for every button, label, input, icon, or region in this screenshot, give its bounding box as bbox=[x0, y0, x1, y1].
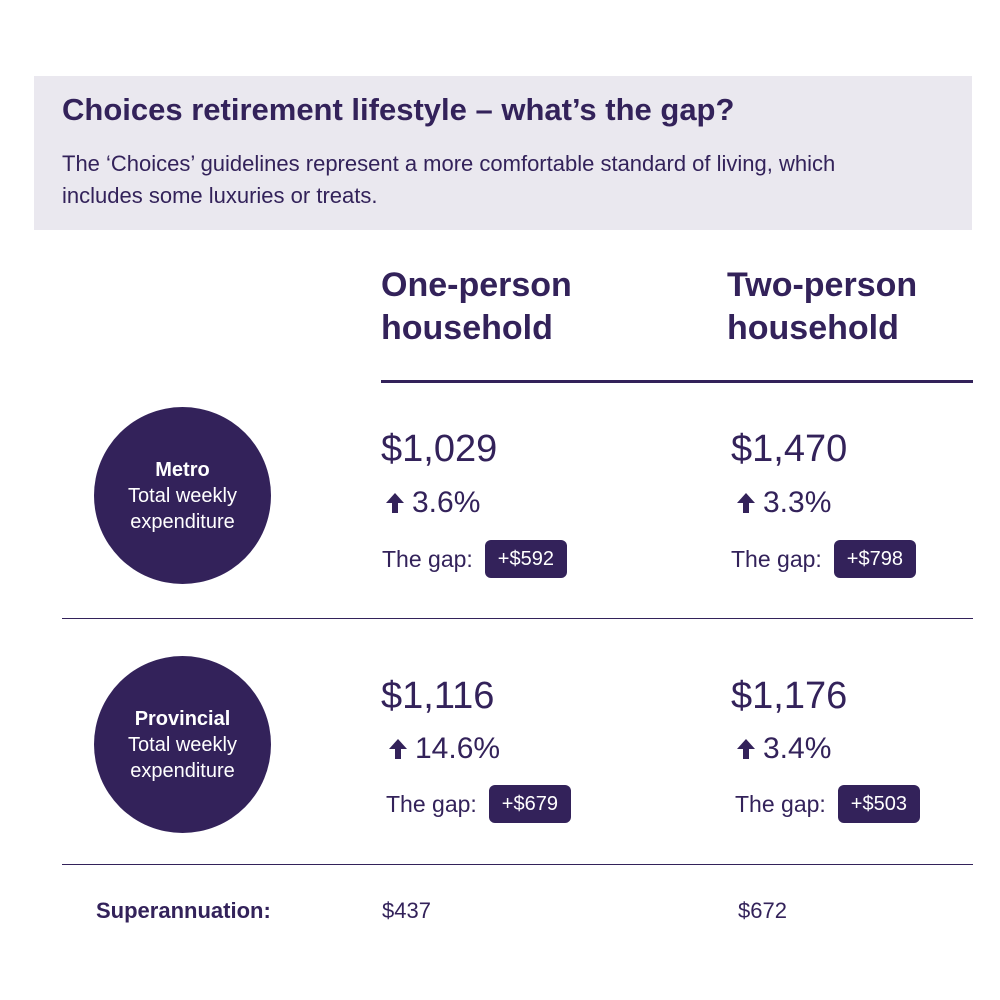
gap-badge: +$798 bbox=[833, 540, 916, 578]
superannuation-one-person-value: $437 bbox=[382, 898, 431, 923]
gap-label: The gap: bbox=[731, 545, 822, 572]
superannuation-label: Superannuation: bbox=[96, 898, 271, 923]
provincial-badge: Provincial Total weekly expenditure bbox=[94, 656, 271, 833]
gap-badge: +$503 bbox=[837, 785, 920, 823]
arrow-up-icon bbox=[737, 493, 755, 513]
metro-two-person-change: 3.3% bbox=[735, 486, 831, 520]
column-header-one-person: One-person household bbox=[381, 266, 572, 347]
change-value: 3.4% bbox=[763, 732, 832, 765]
arrow-up-icon bbox=[737, 739, 755, 759]
gap-badge: +$679 bbox=[488, 785, 571, 823]
provincial-description: Total weekly expenditure bbox=[128, 733, 237, 782]
provincial-one-person-gap: The gap: +$679 bbox=[386, 785, 571, 823]
change-value: 14.6% bbox=[415, 732, 501, 765]
arrow-up-icon bbox=[389, 739, 407, 759]
metro-region-label: Metro bbox=[155, 458, 210, 481]
provincial-two-person-gap: The gap: +$503 bbox=[735, 785, 920, 823]
gap-label: The gap: bbox=[735, 790, 826, 817]
page-subtitle: The ‘Choices’ guidelines represent a mor… bbox=[62, 151, 836, 208]
gap-label: The gap: bbox=[386, 790, 477, 817]
superannuation-two-person-value: $672 bbox=[738, 898, 787, 923]
metro-one-person-change: 3.6% bbox=[384, 486, 480, 520]
metro-two-person-gap: The gap: +$798 bbox=[731, 540, 916, 578]
metro-badge: Metro Total weekly expenditure bbox=[94, 407, 271, 584]
page-title: Choices retirement lifestyle – what’s th… bbox=[62, 92, 735, 127]
row-divider bbox=[62, 618, 973, 619]
provincial-one-person-change: 14.6% bbox=[387, 732, 500, 766]
metro-one-person-gap: The gap: +$592 bbox=[382, 540, 567, 578]
header-divider bbox=[381, 380, 973, 383]
column-header-two-person: Two-person household bbox=[727, 266, 918, 347]
provincial-two-person-amount: $1,176 bbox=[731, 675, 848, 717]
change-value: 3.3% bbox=[763, 486, 832, 519]
metro-one-person-amount: $1,029 bbox=[381, 428, 498, 470]
provincial-two-person-change: 3.4% bbox=[735, 732, 831, 766]
provincial-region-label: Provincial bbox=[134, 707, 231, 730]
header-panel bbox=[34, 76, 972, 230]
metro-two-person-amount: $1,470 bbox=[731, 428, 848, 470]
provincial-one-person-amount: $1,116 bbox=[381, 675, 495, 717]
change-value: 3.6% bbox=[412, 486, 481, 519]
arrow-up-icon bbox=[386, 493, 404, 513]
gap-badge: +$592 bbox=[484, 540, 567, 578]
gap-label: The gap: bbox=[382, 545, 473, 572]
metro-description: Total weekly expenditure bbox=[128, 484, 237, 533]
row-divider bbox=[62, 864, 973, 865]
